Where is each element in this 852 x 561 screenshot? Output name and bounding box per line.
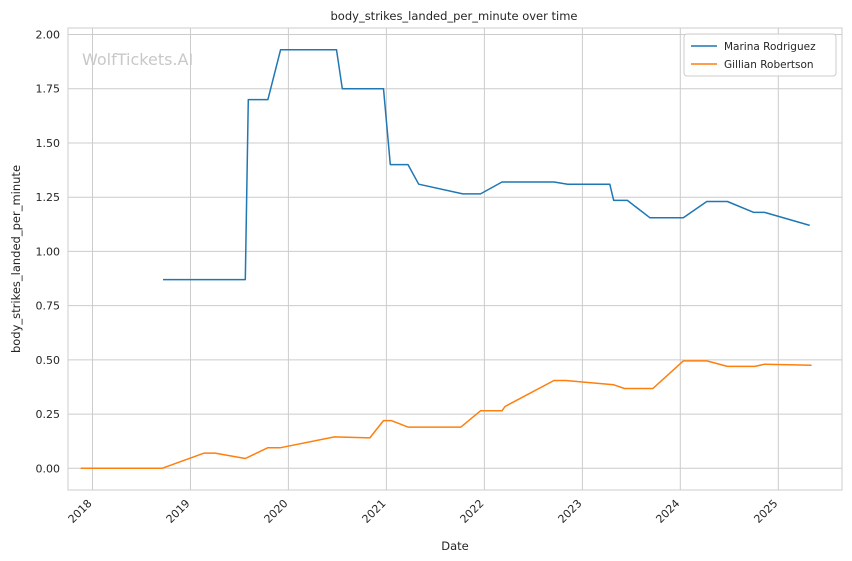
plot-border (67, 27, 843, 491)
legend-label-marina-rodriguez: Marina Rodriguez (724, 41, 816, 53)
grid (68, 28, 842, 490)
legend: Marina Rodriguez Gillian Robertson (683, 33, 837, 77)
y-axis-label: body_strikes_landed_per_minute (9, 165, 23, 353)
series-line-gillian-robertson (80, 360, 812, 470)
y-tick-label: 2.00 (36, 29, 61, 42)
series-layer (80, 48, 812, 470)
plot-background (68, 28, 842, 490)
y-tick-label: 1.25 (36, 191, 61, 204)
x-axis-label: Date (441, 539, 469, 553)
y-tick-label: 0.50 (36, 354, 61, 367)
y-tick-label: 1.75 (36, 83, 61, 96)
chart-title: body_strikes_landed_per_minute over time (331, 9, 578, 23)
y-tick-label: 1.50 (36, 137, 61, 150)
y-tick-label: 0.25 (36, 408, 61, 421)
y-tick-label: 1.00 (36, 245, 61, 258)
plot-area: WolfTickets.AI (67, 27, 843, 491)
y-tick-label: 0.00 (36, 462, 61, 475)
watermark: WolfTickets.AI (82, 50, 193, 69)
legend-label-gillian-robertson: Gillian Robertson (724, 59, 814, 71)
series-line-marina-rodriguez (163, 48, 810, 281)
y-tick-label: 0.75 (36, 300, 61, 313)
y-axis: 0.00 0.25 0.50 0.75 1.00 1.25 1.50 1.75 2.00 (36, 29, 61, 476)
legend-box (683, 33, 837, 77)
